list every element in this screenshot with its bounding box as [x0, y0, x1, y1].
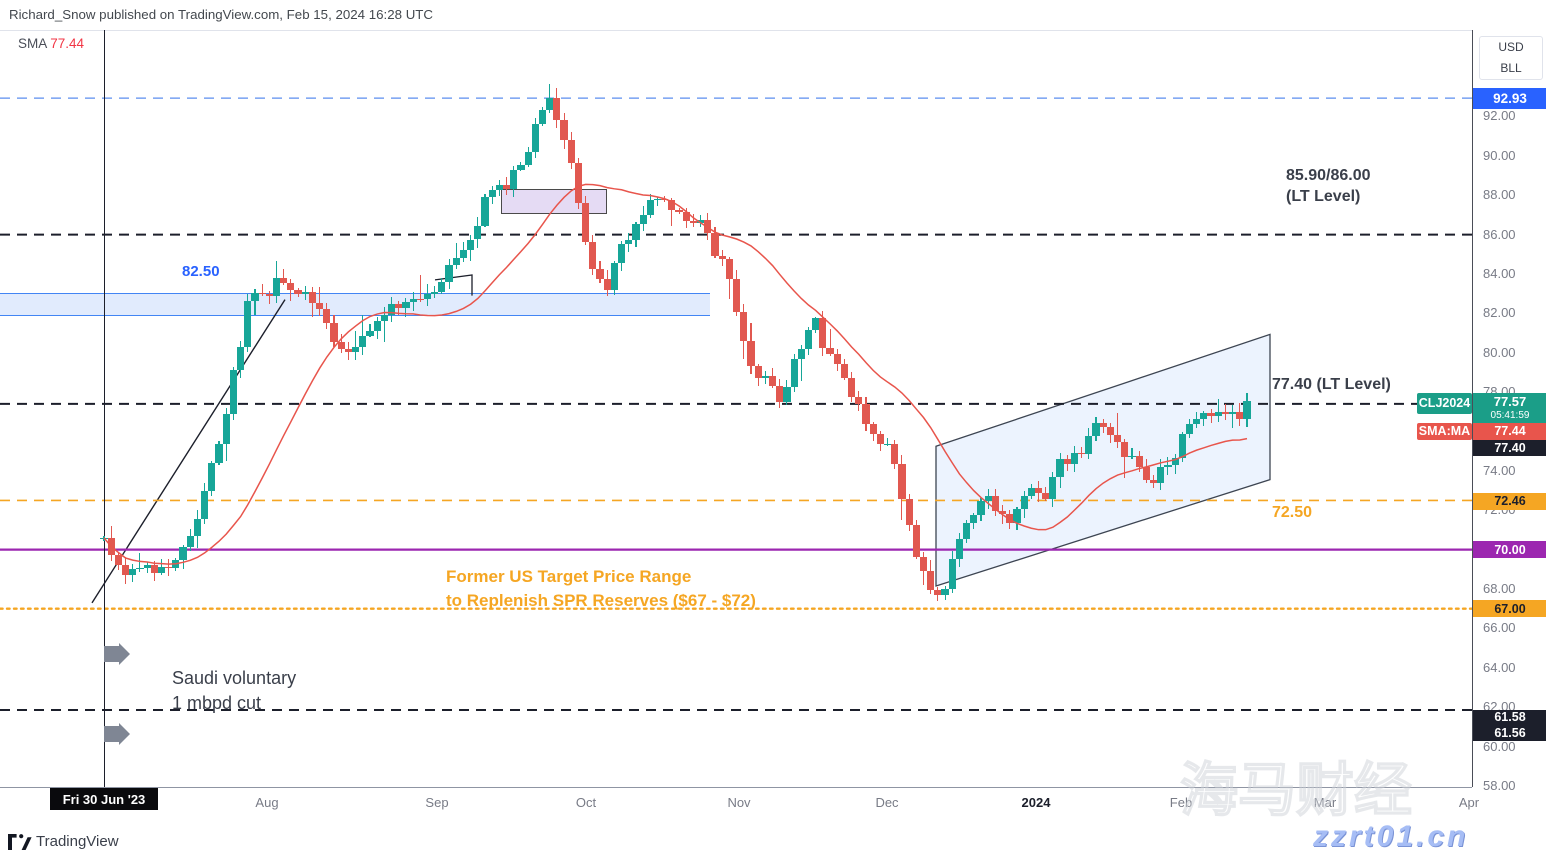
svg-text:海马财经: 海马财经 [1180, 758, 1412, 823]
